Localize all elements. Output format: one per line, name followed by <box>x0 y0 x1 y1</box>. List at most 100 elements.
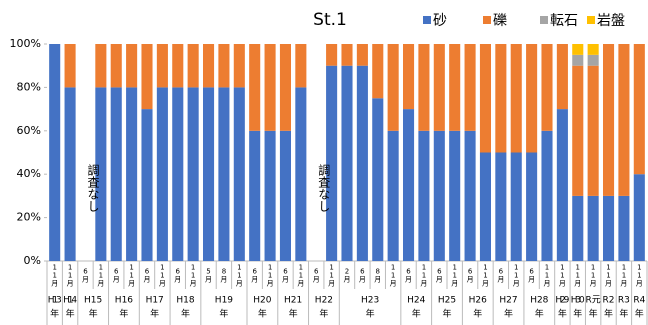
y-tick-label: 0% <box>24 254 41 267</box>
legend-label: 礫 <box>493 13 507 29</box>
year-unit: 年 <box>150 308 159 320</box>
year-unit: 年 <box>289 308 298 320</box>
bar-segment <box>203 44 215 88</box>
x-tick-label: 11月 <box>189 264 197 288</box>
bar-segment <box>356 44 368 66</box>
year-unit: 年 <box>89 308 98 320</box>
year-label: H23 <box>361 296 379 306</box>
bar-segment <box>295 44 307 88</box>
x-tick-label: 11月 <box>128 264 136 288</box>
bar-segment <box>541 130 553 261</box>
x-tick-label: 11月 <box>266 264 274 288</box>
bar-segment <box>495 44 507 153</box>
year-unit: 年 <box>412 308 421 320</box>
bar-segment <box>464 44 476 131</box>
bar-segment <box>279 130 291 261</box>
x-tick-label: 6月 <box>174 268 182 284</box>
year-label: H16 <box>115 296 133 306</box>
year-unit: 年 <box>442 308 451 320</box>
bar-segment <box>603 195 615 261</box>
x-tick-label: 11月 <box>51 264 59 288</box>
bar-segment <box>187 87 199 262</box>
y-tick-label: 20% <box>17 211 41 224</box>
year-label: H25 <box>438 296 456 306</box>
bar-segment <box>587 195 599 261</box>
bar-segment <box>326 65 338 261</box>
y-tick-label: 60% <box>17 124 41 137</box>
year-label: R4 <box>633 296 645 306</box>
x-tick-label: 11月 <box>420 264 428 288</box>
bar-segment <box>387 130 399 261</box>
bar-segment <box>233 87 245 262</box>
bar-segment <box>264 44 276 131</box>
bar-segment <box>110 87 122 262</box>
year-label: H21 <box>284 296 302 306</box>
year-unit: 年 <box>535 308 544 320</box>
x-tick-label: 6月 <box>405 268 413 284</box>
bar-segment <box>126 87 138 262</box>
legend-swatch <box>483 16 491 24</box>
year-unit: 年 <box>589 308 598 320</box>
bar-segment <box>95 44 107 88</box>
x-tick-label: 11月 <box>328 264 336 288</box>
y-tick-label: 100% <box>10 37 41 50</box>
x-tick-label: 11月 <box>512 264 520 288</box>
year-label: H18 <box>176 296 194 306</box>
bar-segment <box>526 44 538 153</box>
year-unit: 年 <box>558 308 567 320</box>
bar-segment <box>433 44 445 131</box>
year-label: H26 <box>469 296 487 306</box>
bar-segment <box>418 130 430 261</box>
x-tick-label: 5月 <box>205 268 213 284</box>
bar-segment <box>526 152 538 261</box>
bar-segment <box>233 44 245 88</box>
year-unit: 年 <box>319 308 328 320</box>
x-tick-label: 11月 <box>66 264 74 288</box>
bar-segment <box>141 109 153 261</box>
bar-segment <box>587 54 599 66</box>
bar-segment <box>510 44 522 153</box>
year-unit: 年 <box>181 308 190 320</box>
annotation: 調査なし <box>86 164 100 212</box>
bar-segment <box>449 44 461 131</box>
x-tick-label: 8月 <box>374 268 382 284</box>
x-tick-label: 6月 <box>112 268 120 284</box>
year-label: R3 <box>618 296 630 306</box>
bar-segment <box>249 44 261 131</box>
x-tick-label: 8月 <box>220 268 228 284</box>
bar-segment <box>449 130 461 261</box>
legend-swatch <box>540 16 548 24</box>
x-tick-label: 6月 <box>358 268 366 284</box>
x-tick-label: 11月 <box>605 264 613 288</box>
bar-segment <box>587 44 599 55</box>
legend-swatch <box>587 16 595 24</box>
year-label: R元 <box>586 296 601 306</box>
y-tick-label: 80% <box>17 80 41 93</box>
year-unit: 年 <box>50 308 59 320</box>
year-label: H30 <box>571 296 585 306</box>
year-label: H28 <box>530 296 548 306</box>
bar-segment <box>572 195 584 261</box>
bar-segment <box>603 44 615 196</box>
x-tick-label: 11月 <box>620 264 628 288</box>
x-tick-label: 6月 <box>143 268 151 284</box>
x-tick-label: 6月 <box>435 268 443 284</box>
bar-segment <box>64 44 76 88</box>
x-tick-label: 11月 <box>297 264 305 288</box>
x-tick-label: 11月 <box>543 264 551 288</box>
bar-segment <box>156 44 168 88</box>
bar-segment <box>141 44 153 110</box>
bar-segment <box>403 109 415 261</box>
bar-segment <box>218 87 230 262</box>
bar-segment <box>295 87 307 262</box>
y-tick-label: 40% <box>17 167 41 180</box>
x-tick-label: 11月 <box>635 264 643 288</box>
year-label: R2 <box>603 296 615 306</box>
year-unit: 年 <box>473 308 482 320</box>
bar-segment <box>479 152 491 261</box>
bar-segment <box>572 65 584 196</box>
x-tick-label: 6月 <box>466 268 474 284</box>
x-tick-label: 11月 <box>481 264 489 288</box>
bar-segment <box>249 130 261 261</box>
